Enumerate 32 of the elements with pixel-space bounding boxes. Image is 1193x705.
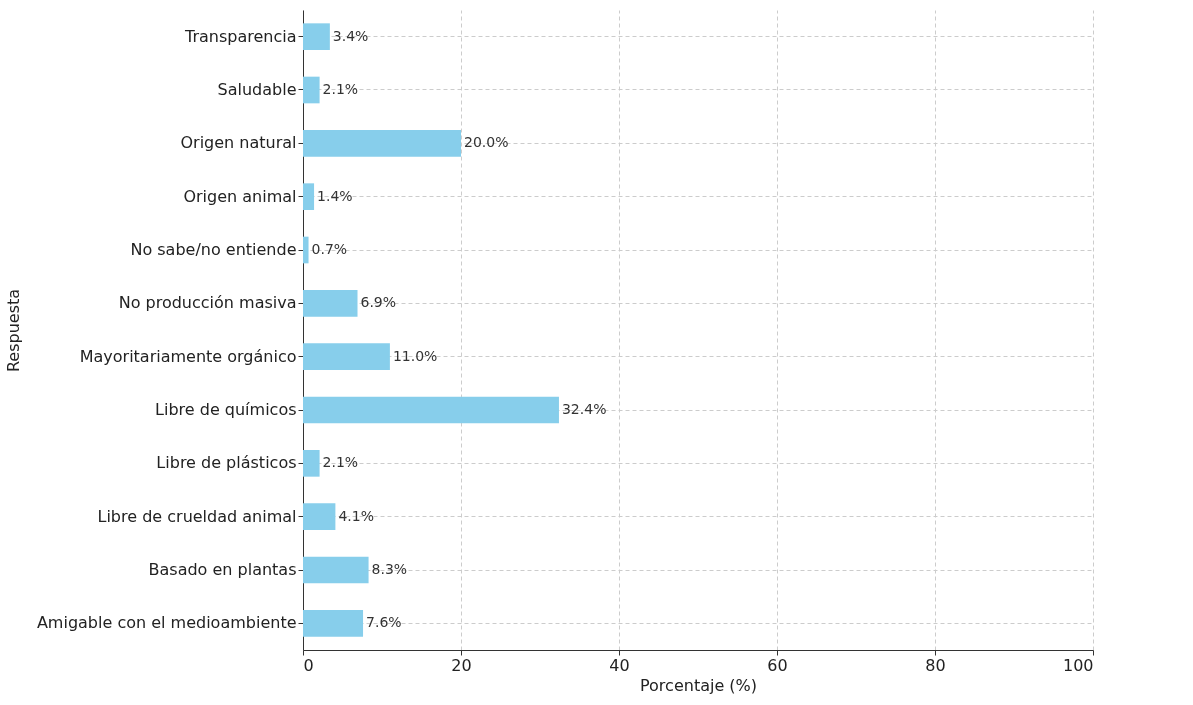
y-tick-label: Amigable con el medioambiente bbox=[36, 613, 297, 633]
x-tick-label: 20 bbox=[451, 655, 472, 675]
y-tick-label: Saludable bbox=[217, 80, 297, 99]
y-axis-title: Respuesta bbox=[3, 288, 23, 373]
y-tick-label: No producción masiva bbox=[118, 293, 297, 313]
data-label: 3.4% bbox=[332, 27, 369, 44]
y-tick-label: Origen natural bbox=[180, 133, 297, 153]
data-label: 20.0% bbox=[464, 134, 509, 151]
data-label: 4.1% bbox=[338, 507, 374, 524]
x-tick-label: 100 bbox=[1062, 655, 1094, 675]
y-tick-label: Libre de químicos bbox=[155, 400, 297, 419]
y-tick-label: Libre de crueldad animal bbox=[97, 506, 297, 526]
y-tick-label: Transparencia bbox=[184, 26, 297, 46]
data-label: 1.4% bbox=[317, 187, 353, 204]
y-tick-label: Libre de plásticos bbox=[156, 453, 297, 473]
data-label: 7.6% bbox=[366, 614, 402, 631]
x-tick-label: 80 bbox=[925, 655, 946, 675]
data-label: 6.9% bbox=[360, 294, 397, 311]
x-tick-label: 40 bbox=[609, 655, 630, 675]
data-label: 32.4% bbox=[561, 401, 607, 417]
data-label: 2.1% bbox=[322, 81, 359, 97]
data-label: 11.0% bbox=[392, 347, 438, 364]
y-tick-label: Origen animal bbox=[183, 186, 297, 206]
x-axis-title: Porcentaje (%) bbox=[639, 675, 758, 695]
data-label: 0.7% bbox=[311, 241, 348, 257]
y-tick-label: Basado en plantas bbox=[148, 560, 297, 579]
x-tick-label: 0 bbox=[303, 655, 314, 675]
y-tick-label: No sabe/no entiende bbox=[130, 240, 297, 259]
data-label: 2.1% bbox=[322, 454, 359, 471]
x-tick-label: 60 bbox=[767, 655, 788, 675]
data-label: 8.3% bbox=[371, 561, 408, 577]
y-tick-label: Mayoritariamente orgánico bbox=[79, 346, 297, 366]
